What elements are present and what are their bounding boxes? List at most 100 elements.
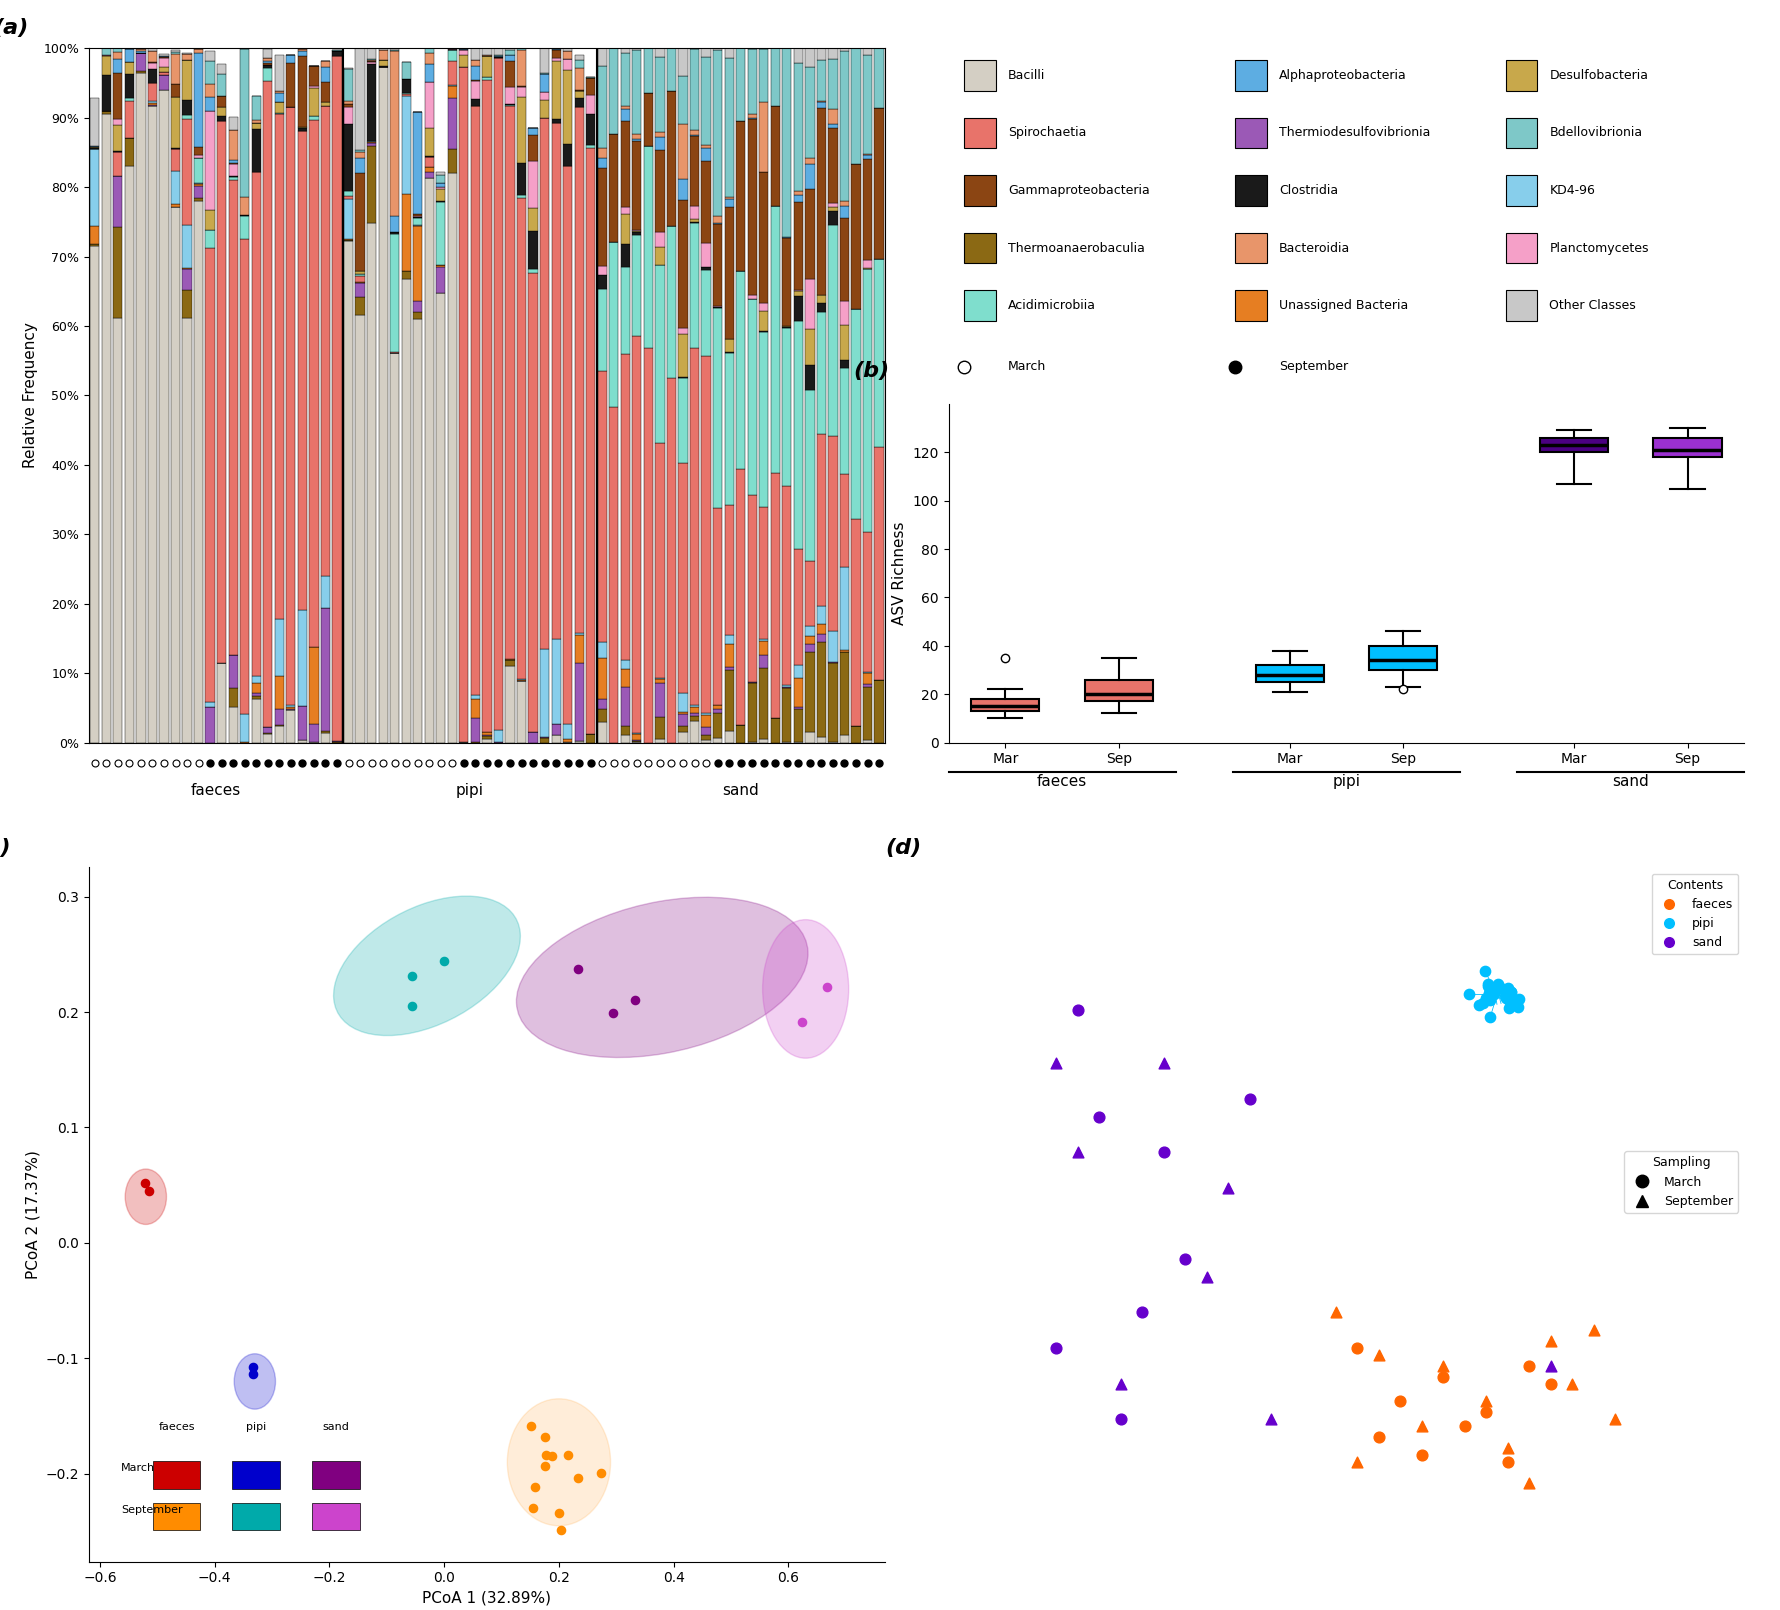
Bar	[425, 82, 434, 129]
Bar	[436, 184, 445, 187]
Bar	[297, 50, 306, 52]
Bar	[182, 114, 192, 119]
Bar	[828, 225, 838, 436]
Y-axis label: ASV Richness: ASV Richness	[892, 522, 906, 625]
Y-axis label: Relative Frequency: Relative Frequency	[23, 322, 37, 469]
Text: March: March	[1007, 361, 1047, 374]
Text: (b): (b)	[853, 361, 890, 382]
Bar	[402, 272, 411, 279]
Bar	[748, 295, 756, 299]
PathPatch shape	[1540, 438, 1607, 452]
Bar	[310, 66, 319, 87]
Bar	[344, 238, 352, 240]
Bar	[794, 549, 803, 665]
Bar	[137, 72, 146, 742]
Bar	[691, 219, 700, 222]
Bar	[125, 101, 134, 138]
Bar	[632, 142, 641, 230]
Bar	[562, 52, 573, 58]
Bar	[194, 53, 203, 148]
Bar	[621, 109, 630, 121]
Bar	[114, 227, 123, 317]
Bar	[114, 60, 123, 72]
Bar	[781, 238, 792, 325]
Bar	[182, 290, 192, 317]
Bar	[828, 129, 838, 203]
Bar	[840, 652, 849, 736]
Bar	[621, 53, 630, 106]
Bar	[194, 184, 203, 187]
Bar	[297, 610, 306, 707]
Bar	[771, 206, 780, 473]
Bar	[598, 266, 607, 275]
Bar	[482, 48, 491, 55]
Bar	[320, 68, 329, 82]
Text: (a): (a)	[0, 18, 28, 39]
Bar	[805, 279, 815, 328]
Bar	[274, 708, 285, 726]
Point	[1492, 985, 1520, 1011]
Bar	[1506, 290, 1538, 320]
Bar	[714, 737, 723, 742]
Bar	[228, 655, 239, 687]
Bar	[137, 52, 146, 53]
Bar	[632, 336, 641, 733]
Bar	[470, 48, 481, 60]
Bar	[310, 89, 319, 116]
Point	[1558, 1370, 1586, 1396]
Bar	[425, 172, 434, 179]
Bar	[965, 175, 997, 206]
Bar	[516, 163, 527, 195]
Bar	[320, 103, 329, 106]
Bar	[470, 80, 481, 98]
Point	[564, 1465, 593, 1491]
Bar	[263, 68, 272, 80]
Text: Bacteroidia: Bacteroidia	[1278, 242, 1349, 254]
Bar	[425, 156, 434, 167]
Bar	[575, 68, 584, 90]
Bar	[367, 143, 376, 145]
Bar	[506, 667, 514, 742]
Point	[1485, 974, 1513, 1000]
Bar	[691, 222, 700, 348]
Bar	[240, 196, 249, 216]
Bar	[402, 61, 411, 79]
Text: Desulfobacteria: Desulfobacteria	[1549, 69, 1648, 82]
Bar	[701, 715, 710, 728]
Bar	[562, 60, 573, 71]
Bar	[817, 625, 826, 634]
Bar	[691, 716, 700, 721]
Bar	[182, 53, 192, 60]
Text: Clostridia: Clostridia	[1278, 184, 1339, 196]
Text: sand: sand	[723, 782, 758, 797]
Point	[1468, 990, 1497, 1016]
Bar	[598, 699, 607, 710]
Bar	[794, 48, 803, 63]
Bar	[205, 52, 215, 61]
Bar	[217, 74, 226, 97]
Bar	[436, 190, 445, 201]
Bar	[194, 158, 203, 184]
Point	[532, 1443, 561, 1468]
Bar	[724, 208, 733, 338]
Bar	[205, 707, 215, 742]
Point	[1476, 1005, 1504, 1030]
Bar	[367, 48, 376, 60]
Bar	[390, 235, 399, 353]
Bar	[632, 50, 641, 134]
Bar	[529, 272, 538, 731]
Bar	[217, 116, 226, 121]
Bar	[714, 507, 723, 705]
Bar	[609, 242, 618, 407]
Bar	[205, 702, 215, 707]
Bar	[312, 1502, 360, 1531]
Bar	[205, 248, 215, 702]
Bar	[771, 718, 780, 742]
Bar	[552, 58, 561, 61]
Bar	[575, 663, 584, 741]
Bar	[390, 216, 399, 232]
Point	[1493, 976, 1522, 1001]
Bar	[217, 121, 226, 663]
Bar	[320, 733, 329, 742]
Bar	[148, 84, 157, 101]
